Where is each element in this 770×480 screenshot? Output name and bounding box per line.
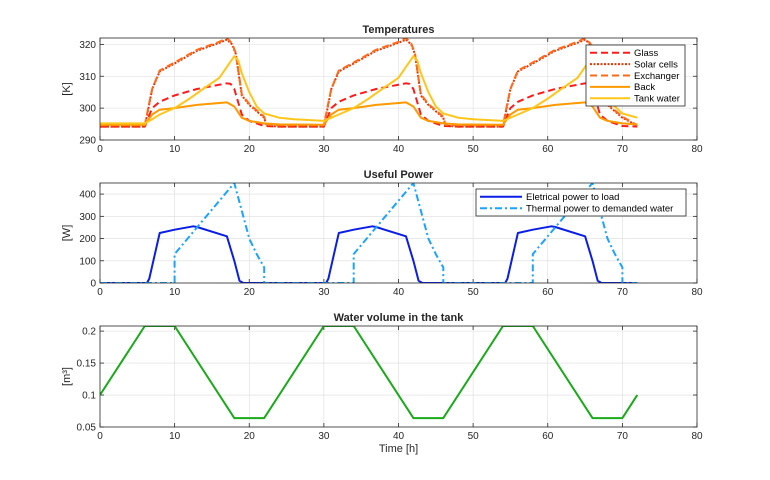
x-tick-label: 50 — [468, 287, 480, 298]
chart-title: Useful Power — [364, 169, 434, 181]
x-tick-label: 0 — [97, 144, 103, 155]
axes-frame — [99, 325, 698, 428]
y-tick-label: 0.2 — [82, 327, 96, 338]
y-tick-label: 0.05 — [77, 423, 97, 434]
y-tick-label: 0.1 — [82, 391, 96, 402]
x-tick-label: 10 — [169, 144, 181, 155]
x-tick-label: 20 — [244, 431, 256, 442]
y-axis-label: [m³] — [61, 367, 73, 386]
x-tick-label: 40 — [393, 431, 405, 442]
y-axis-label: [K] — [61, 82, 73, 95]
y-tick-label: 0.15 — [77, 359, 97, 370]
x-tick-label: 50 — [468, 144, 480, 155]
legend-box — [475, 188, 687, 217]
legend-label: Glass — [634, 48, 659, 59]
axes-useful-power: 0 10 20 30 40 50 60 70 80 0 100 200 300 400 Eletrical … — [61, 169, 703, 298]
x-tick-label: 40 — [393, 287, 405, 298]
x-tick-label: 80 — [691, 287, 703, 298]
series-line-back — [100, 101, 638, 126]
y-tick-label: 320 — [79, 40, 96, 51]
x-tick-label: 20 — [244, 287, 256, 298]
legend-box — [585, 44, 686, 107]
series-line-water-volume — [100, 326, 639, 420]
series-line-thermal-power-to-demanded-water — [100, 183, 638, 283]
y-tick-label: 0 — [90, 279, 96, 290]
legend-label: Solar cells — [634, 59, 678, 70]
x-tick-label: 70 — [617, 431, 629, 442]
y-tick-label: 290 — [79, 136, 96, 147]
series-line-eletrical-power-to-load — [100, 225, 638, 283]
x-tick-label: 10 — [169, 431, 181, 442]
x-tick-label: 70 — [617, 287, 629, 298]
x-tick-label: 50 — [468, 431, 480, 442]
y-tick-label: 300 — [79, 104, 96, 115]
x-tick-label: 20 — [244, 144, 256, 155]
x-tick-label: 40 — [393, 144, 405, 155]
x-tick-label: 60 — [542, 431, 554, 442]
x-tick-label: 60 — [542, 287, 554, 298]
x-tick-label: 80 — [691, 431, 703, 442]
x-tick-label: 30 — [318, 287, 330, 298]
x-tick-label: 0 — [97, 287, 103, 298]
x-tick-label: 10 — [169, 287, 181, 298]
y-tick-label: 300 — [79, 212, 96, 223]
legend-label: Eletrical power to load — [526, 192, 619, 203]
x-tick-label: 70 — [617, 144, 629, 155]
legend-label: Back — [634, 82, 655, 93]
x-tick-label: 60 — [542, 144, 554, 155]
axes-temperatures: 0 10 20 30 40 50 60 70 80 290 300 310 320 GlassSolar … — [61, 24, 703, 155]
y-axis-label: [W] — [61, 225, 73, 242]
x-tick-label: 0 — [97, 431, 103, 442]
y-tick-label: 200 — [79, 234, 96, 245]
legend-label: Tank water — [634, 94, 680, 105]
chart-title: Water volume in the tank — [334, 312, 465, 324]
y-tick-label: 400 — [79, 190, 96, 201]
series-line-exchanger — [100, 38, 638, 127]
legend-label: Exchanger — [634, 71, 679, 82]
series-line-glass — [100, 82, 638, 128]
x-tick-label: 30 — [318, 431, 330, 442]
y-tick-label: 100 — [79, 256, 96, 267]
axes-frame — [99, 182, 698, 284]
x-tick-label: 80 — [691, 144, 703, 155]
legend-label: Thermal power to demanded water — [526, 204, 673, 215]
x-tick-label: 30 — [318, 144, 330, 155]
series-line-tank-water — [100, 55, 638, 125]
axes-water-volume: 0 10 20 30 40 50 60 70 80 0.05 0.1 0.15 0.2 Water vol… — [61, 312, 703, 455]
y-tick-label: 310 — [79, 72, 96, 83]
chart-title: Temperatures — [363, 24, 435, 36]
axes-frame — [99, 37, 698, 141]
x-axis-label: Time [h] — [379, 443, 418, 455]
